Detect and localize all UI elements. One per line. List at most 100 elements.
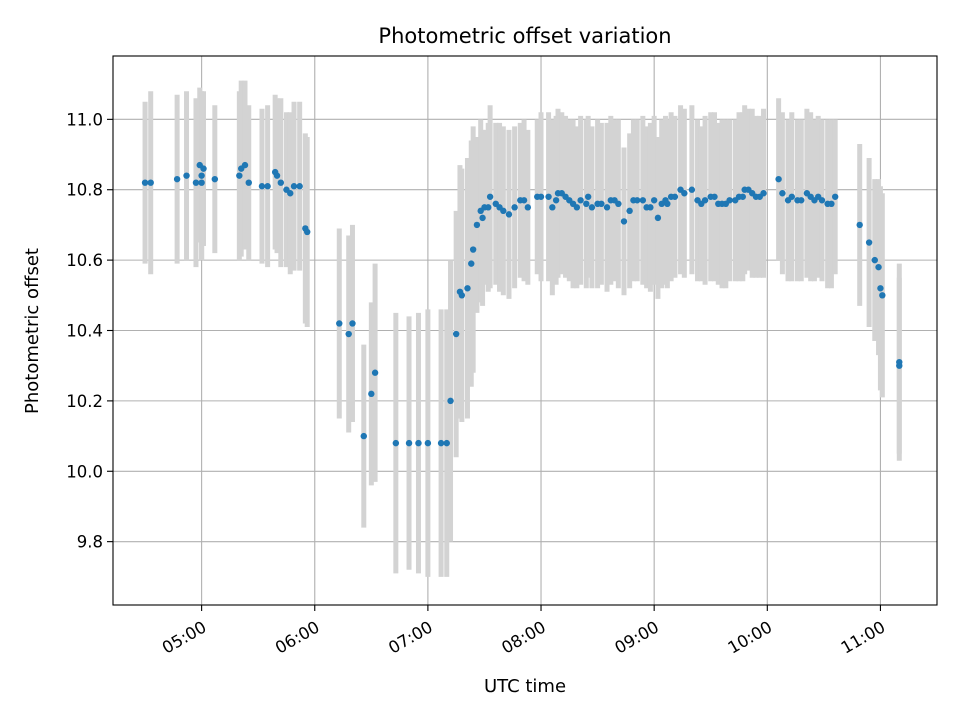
data-point	[711, 193, 718, 200]
data-point	[336, 320, 343, 327]
data-point	[615, 200, 622, 208]
data-point	[537, 193, 545, 200]
data-point	[147, 179, 154, 186]
data-point	[273, 172, 281, 179]
data-point	[345, 330, 352, 338]
data-point	[192, 179, 200, 186]
data-point	[875, 263, 882, 271]
data-point	[671, 193, 679, 200]
data-point	[511, 204, 518, 211]
data-point	[479, 214, 486, 222]
data-point	[360, 432, 367, 440]
y-tick-label: 9.8	[77, 533, 103, 552]
data-point	[304, 228, 311, 236]
data-point	[485, 204, 492, 211]
data-point	[664, 200, 671, 208]
data-point	[896, 358, 903, 366]
data-point	[584, 193, 592, 200]
data-point	[650, 197, 658, 204]
data-point	[831, 193, 839, 200]
data-point	[620, 218, 628, 225]
data-point	[236, 172, 243, 179]
data-point	[183, 172, 190, 179]
data-point	[573, 204, 581, 211]
data-point	[264, 183, 271, 190]
data-point	[877, 285, 884, 292]
data-point	[290, 183, 298, 190]
data-point	[788, 193, 796, 200]
data-point	[818, 197, 826, 204]
data-point	[583, 200, 590, 208]
y-tick-label: 10.4	[66, 322, 103, 341]
data-point	[200, 165, 207, 172]
y-axis-ticks: 9.8 10.0 10.2 10.4 10.6 10.8 11.0	[66, 110, 113, 552]
data-point	[520, 197, 528, 204]
data-point	[598, 200, 605, 208]
data-point	[245, 179, 252, 186]
data-point	[443, 439, 450, 447]
data-point	[856, 221, 863, 229]
data-point	[798, 197, 805, 204]
data-point	[277, 179, 285, 186]
y-tick-label: 10.0	[66, 462, 103, 481]
data-point	[524, 204, 532, 211]
data-point	[603, 204, 611, 211]
data-point	[760, 190, 767, 197]
data-point	[296, 183, 303, 190]
data-point	[739, 193, 746, 200]
data-point	[701, 197, 709, 204]
y-tick-label: 10.6	[66, 251, 103, 270]
data-point	[468, 260, 475, 267]
data-point	[458, 292, 466, 299]
data-point	[469, 246, 477, 253]
data-point	[173, 175, 181, 183]
data-point	[633, 197, 641, 204]
data-point	[639, 197, 647, 204]
data-point	[405, 439, 413, 447]
data-point	[549, 204, 556, 211]
data-point	[865, 239, 873, 246]
data-point	[871, 256, 878, 264]
data-point	[258, 183, 266, 190]
data-point	[828, 200, 835, 208]
data-point	[424, 439, 432, 447]
x-axis-label: UTC time	[484, 676, 566, 697]
data-point	[211, 175, 219, 183]
data-point	[500, 207, 507, 215]
data-point	[447, 397, 454, 405]
y-tick-label: 11.0	[66, 110, 103, 129]
data-point	[726, 197, 733, 204]
data-point	[545, 193, 552, 200]
data-point	[415, 439, 422, 447]
data-point	[775, 175, 782, 183]
data-point	[452, 330, 460, 338]
data-point	[688, 186, 696, 193]
data-point	[779, 190, 786, 197]
data-point	[371, 369, 379, 376]
data-point	[349, 320, 356, 327]
y-axis-label: Photometric offset	[22, 248, 43, 414]
data-point	[392, 439, 400, 447]
data-point	[577, 197, 584, 204]
data-point	[198, 172, 205, 179]
data-point	[486, 193, 494, 200]
y-tick-label: 10.2	[66, 392, 103, 411]
data-point	[198, 179, 205, 186]
data-point	[464, 285, 471, 292]
data-point	[654, 214, 662, 222]
data-point	[473, 221, 481, 229]
data-point	[141, 179, 149, 186]
data-point	[241, 161, 249, 169]
chart-title: Photometric offset variation	[378, 24, 671, 48]
data-point	[588, 204, 596, 211]
data-point	[647, 204, 654, 211]
data-point	[505, 211, 513, 218]
data-point	[437, 439, 445, 447]
data-points	[141, 161, 903, 447]
data-point	[626, 207, 633, 215]
data-point	[552, 197, 560, 204]
data-point	[879, 292, 886, 299]
data-point	[287, 190, 294, 197]
y-tick-label: 10.8	[66, 181, 103, 200]
